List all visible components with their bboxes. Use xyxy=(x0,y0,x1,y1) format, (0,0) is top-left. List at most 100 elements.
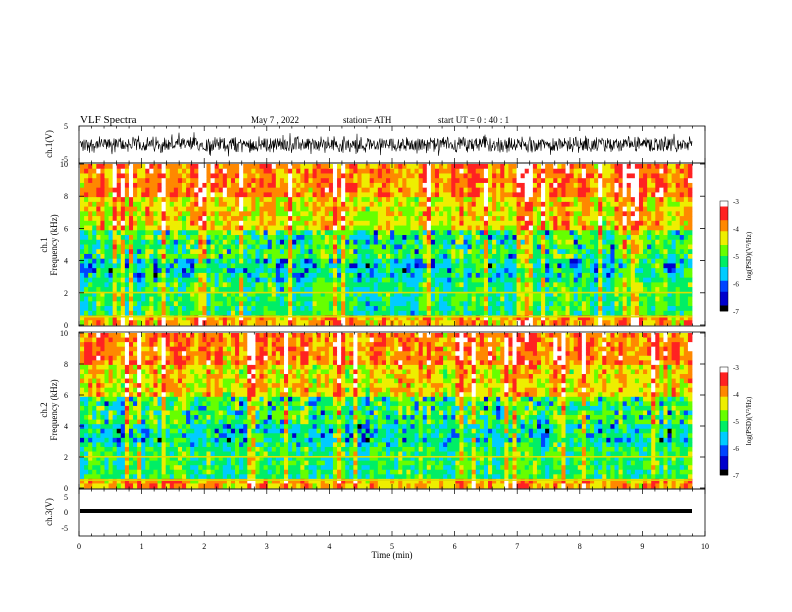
spectrogram-cell xyxy=(267,287,273,293)
spectrogram-cell xyxy=(422,272,428,279)
spectrogram-cell xyxy=(190,187,195,193)
spectrogram-cell xyxy=(202,235,207,241)
spectrogram-cell xyxy=(320,239,326,245)
spectrogram-cell xyxy=(84,310,89,316)
spectrogram-cell xyxy=(202,272,207,279)
spectrogram-cell xyxy=(475,192,481,198)
spectrogram-cell xyxy=(398,182,403,189)
spectrogram-cell xyxy=(561,235,566,241)
spectrogram-cell xyxy=(222,258,228,264)
spectrogram-cell xyxy=(610,182,615,189)
spectrogram-cell xyxy=(284,296,289,302)
spectrogram-cell xyxy=(634,239,640,245)
spectrogram-cell xyxy=(133,187,138,193)
spectrogram-cell xyxy=(659,249,664,255)
spectrogram-cell xyxy=(434,272,440,279)
spectrogram-cell xyxy=(88,164,93,170)
spectrogram-cell xyxy=(202,225,207,231)
spectrogram-cell xyxy=(630,220,636,226)
spectrogram-cell xyxy=(300,168,305,174)
spectrogram-cell xyxy=(137,178,142,184)
spectrogram-cell xyxy=(182,235,187,241)
spectrogram-cell xyxy=(594,235,599,241)
spectrogram-cell xyxy=(443,182,448,189)
spectrogram-cell xyxy=(218,315,224,321)
spectrogram-cell xyxy=(210,225,216,231)
spectrogram-cell xyxy=(414,272,420,279)
spectrogram-cell xyxy=(422,301,428,307)
spectrogram-cell xyxy=(186,263,191,269)
spectrogram-cell xyxy=(186,287,191,293)
spectrogram-cell xyxy=(541,182,546,189)
spectrogram-cell xyxy=(141,244,146,250)
spectrogram-cell xyxy=(430,197,436,203)
spectrogram-cell xyxy=(402,201,407,208)
spectrogram-cell xyxy=(312,258,318,264)
spectrogram-cell xyxy=(304,287,309,293)
spectrogram-cell xyxy=(500,230,505,236)
spectrogram-cell xyxy=(186,182,191,189)
spectrogram-cell xyxy=(259,282,264,288)
spectrogram-cell xyxy=(92,230,97,236)
spectrogram-cell xyxy=(626,277,632,283)
spectrogram-cell xyxy=(581,315,587,321)
spectrogram-cell xyxy=(565,310,570,316)
spectrogram-cell xyxy=(104,225,109,231)
spectrogram-cell xyxy=(218,268,224,274)
spectrogram-cell xyxy=(214,263,220,269)
spectrogram-cell xyxy=(312,296,318,302)
spectrogram-cell xyxy=(451,178,456,184)
spectrogram-cell xyxy=(573,178,579,184)
spectrogram-cell xyxy=(361,277,366,283)
spectrogram-cell xyxy=(198,178,203,184)
spectrogram-cell xyxy=(475,173,481,179)
spectrogram-cell xyxy=(402,192,407,198)
spectrogram-cell xyxy=(439,258,444,264)
spectrogram-cell xyxy=(251,253,256,260)
spectrogram-cell xyxy=(512,244,517,250)
spectrogram-cell xyxy=(255,216,260,222)
spectrogram-cell xyxy=(284,206,289,212)
spectrogram-cell xyxy=(410,287,415,293)
spectrogram-cell xyxy=(108,315,114,321)
spectrogram-cell xyxy=(243,201,248,208)
spectrogram-cell xyxy=(194,320,199,326)
spectrogram-cell xyxy=(618,301,624,307)
spectrogram-cell xyxy=(373,206,379,212)
spectrogram-cell xyxy=(687,211,693,217)
spectrogram-cell xyxy=(165,272,171,279)
spectrogram-cell xyxy=(186,282,191,288)
spectrogram-cell xyxy=(647,225,652,231)
spectrogram-cell xyxy=(434,201,440,208)
spectrogram-cell xyxy=(512,192,517,198)
spectrogram-cell xyxy=(381,296,387,302)
spectrogram-cell xyxy=(394,216,399,222)
spectrogram-cell xyxy=(377,277,383,283)
spectrogram-cell xyxy=(304,282,309,288)
spectrogram-cell xyxy=(516,239,522,245)
spectrogram-cell xyxy=(430,168,436,174)
spectrogram-cell xyxy=(541,230,546,236)
spectrogram-cell xyxy=(516,277,522,283)
spectrogram-cell xyxy=(659,201,664,208)
spectrogram-cell xyxy=(626,201,632,208)
spectrogram-cell xyxy=(528,315,534,321)
spectrogram-cell xyxy=(536,277,542,283)
spectrogram-cell xyxy=(614,244,619,250)
spectrogram-cell xyxy=(345,197,350,203)
spectrogram-cell xyxy=(455,178,460,184)
spectrogram-cell xyxy=(459,178,464,184)
spectrogram-cell xyxy=(202,211,207,217)
spectrogram-cell xyxy=(663,225,668,231)
spectrogram-cell xyxy=(553,187,558,193)
spectrogram-cell xyxy=(508,277,513,283)
spectrogram-cell xyxy=(471,263,477,269)
spectrogram-cell xyxy=(80,263,85,269)
spectrogram-cell xyxy=(410,253,415,260)
spectrogram-cell xyxy=(186,168,191,174)
spectrogram-cell xyxy=(381,230,387,236)
spectrogram-cell xyxy=(357,244,362,250)
spectrogram-cell xyxy=(479,201,485,208)
spectrogram-cell xyxy=(345,173,350,179)
spectrogram-cell xyxy=(337,197,342,203)
